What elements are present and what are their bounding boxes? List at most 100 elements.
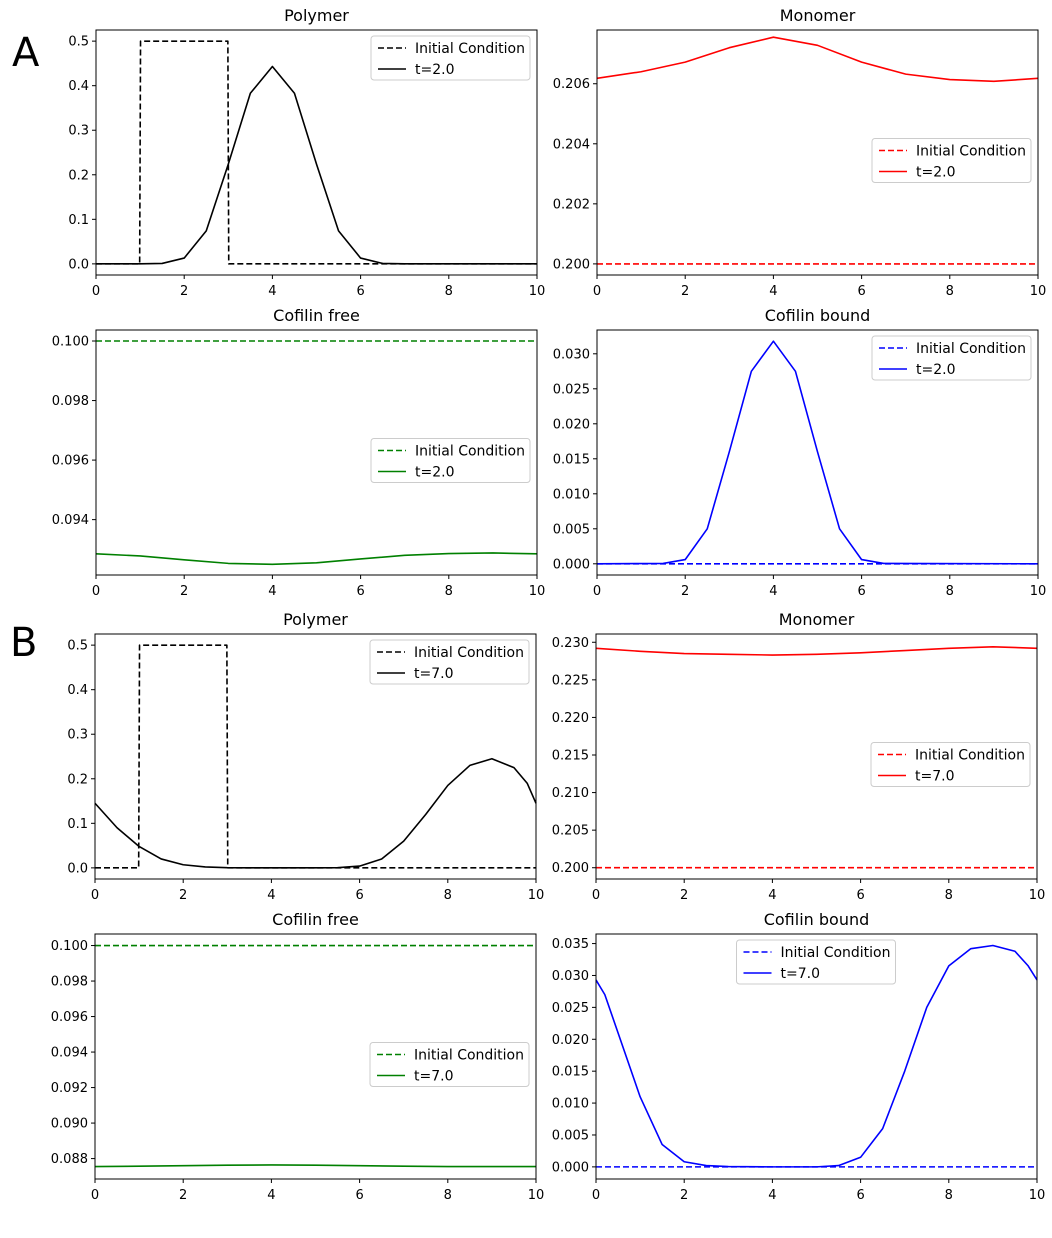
y-tick-label: 0.200 (553, 257, 590, 272)
subplot-2: Monomer 0 2 4 6 8 10 0.200 0.202 0.204 0.206 Initia… (553, 6, 1046, 299)
x-tick-label: 2 (180, 584, 188, 599)
x-tick-label: 0 (92, 284, 100, 299)
y-tick-label: 0.015 (553, 452, 590, 467)
x-tick-label: 10 (529, 584, 546, 599)
y-tick-label: 0.0 (67, 861, 88, 876)
legend-label: t=7.0 (915, 769, 954, 785)
panel-label-b: B (10, 620, 37, 666)
x-tick-label: 4 (769, 284, 777, 299)
y-tick-label: 0.5 (68, 35, 89, 50)
legend-label: t=7.0 (414, 666, 453, 682)
y-tick-label: 0.025 (552, 1001, 589, 1016)
legend: Initial Condition t=7.0 (737, 940, 896, 984)
y-tick-label: 0.0 (68, 257, 89, 272)
x-tick-label: 6 (856, 1188, 864, 1203)
legend-label: t=2.0 (415, 62, 454, 78)
y-tick-label: 0.4 (67, 683, 88, 698)
series-time-solution (597, 37, 1038, 81)
y-tick-label: 0.000 (552, 1160, 589, 1175)
x-tick-label: 4 (268, 284, 276, 299)
legend: Initial Condition t=2.0 (371, 36, 530, 80)
x-tick-label: 6 (355, 888, 363, 903)
x-tick-label: 10 (1030, 284, 1047, 299)
x-tick-label: 8 (445, 284, 453, 299)
x-tick-label: 2 (681, 284, 689, 299)
y-tick-label: 0.005 (552, 1128, 589, 1143)
y-tick-label: 0.030 (552, 969, 589, 984)
x-tick-label: 10 (1029, 1188, 1046, 1203)
y-tick-label: 0.025 (553, 382, 590, 397)
y-tick-label: 0.100 (52, 335, 89, 350)
y-tick-label: 0.035 (552, 937, 589, 952)
subplot-title: Cofilin free (273, 306, 360, 325)
y-tick-label: 0.206 (553, 77, 590, 92)
series-time-solution (95, 1165, 536, 1167)
y-tick-label: 0.220 (552, 711, 589, 726)
x-tick-label: 0 (92, 584, 100, 599)
y-tick-label: 0.088 (51, 1152, 88, 1167)
x-tick-label: 0 (592, 1188, 600, 1203)
subplot-title: Monomer (779, 610, 855, 629)
y-tick-label: 0.010 (553, 487, 590, 502)
x-tick-label: 6 (857, 284, 865, 299)
legend: Initial Condition t=7.0 (370, 1043, 529, 1087)
y-tick-label: 0.094 (51, 1046, 88, 1061)
y-tick-label: 0.200 (552, 861, 589, 876)
legend: Initial Condition t=2.0 (872, 139, 1031, 183)
x-tick-label: 2 (180, 284, 188, 299)
x-tick-label: 10 (1030, 584, 1047, 599)
legend: Initial Condition t=7.0 (871, 743, 1030, 787)
x-tick-label: 2 (680, 888, 688, 903)
y-tick-label: 0.5 (67, 639, 88, 654)
y-tick-label: 0.098 (52, 394, 89, 409)
x-tick-label: 2 (680, 1188, 688, 1203)
y-tick-label: 0.020 (552, 1033, 589, 1048)
subplot-title: Monomer (780, 6, 856, 25)
y-tick-label: 0.1 (68, 213, 89, 228)
y-tick-label: 0.000 (553, 557, 590, 572)
subplot-title: Polymer (283, 610, 348, 629)
x-tick-label: 10 (528, 1188, 545, 1203)
legend-label: t=2.0 (415, 465, 454, 481)
x-tick-label: 10 (1029, 888, 1046, 903)
x-tick-label: 2 (179, 888, 187, 903)
y-tick-label: 0.096 (52, 454, 89, 469)
y-tick-label: 0.096 (51, 1010, 88, 1025)
x-tick-label: 0 (593, 584, 601, 599)
legend: Initial Condition t=7.0 (370, 640, 529, 684)
y-tick-label: 0.3 (67, 728, 88, 743)
x-tick-label: 0 (592, 888, 600, 903)
x-tick-label: 6 (356, 584, 364, 599)
legend-label: Initial Condition (415, 41, 525, 57)
subplot-title: Cofilin free (272, 910, 359, 929)
x-tick-label: 4 (267, 1188, 275, 1203)
y-tick-label: 0.1 (67, 817, 88, 832)
y-tick-label: 0.202 (553, 197, 590, 212)
subplot-3: Cofilin free0 2 4 6 8 100.0940.0960.0980.100I… (52, 306, 545, 599)
x-tick-label: 4 (768, 1188, 776, 1203)
y-tick-label: 0.020 (553, 417, 590, 432)
legend: Initial Condition t=2.0 (872, 336, 1031, 380)
series-time-solution (96, 553, 537, 564)
legend-label: t=2.0 (916, 362, 955, 378)
x-tick-label: 8 (444, 888, 452, 903)
x-tick-label: 4 (768, 888, 776, 903)
x-tick-label: 8 (444, 1188, 452, 1203)
x-tick-label: 8 (946, 584, 954, 599)
subplot-7: Cofilin free 0 2 4 6 8 10 0.088 0.090 0.092 0.094 0… (51, 910, 544, 1203)
x-tick-label: 2 (179, 1188, 187, 1203)
x-tick-label: 2 (681, 584, 689, 599)
x-tick-label: 8 (945, 888, 953, 903)
subplot-4: Cofilin bound 0 2 4 6 8 10 0.000 0.005 0.010 0.015… (553, 306, 1046, 599)
series-time-solution (95, 759, 536, 868)
x-tick-label: 0 (593, 284, 601, 299)
series-time-solution (596, 647, 1037, 655)
x-tick-label: 10 (528, 888, 545, 903)
y-tick-label: 0.100 (51, 939, 88, 954)
legend-label: Initial Condition (415, 444, 525, 460)
y-tick-label: 0.204 (553, 137, 590, 152)
subplot-1: Polymer 0 2 4 6 8 10 0.0 0.1 0.2 0.3 0.4 0.5 Initial … (68, 6, 545, 299)
x-tick-label: 4 (769, 584, 777, 599)
y-tick-label: 0.005 (553, 522, 590, 537)
